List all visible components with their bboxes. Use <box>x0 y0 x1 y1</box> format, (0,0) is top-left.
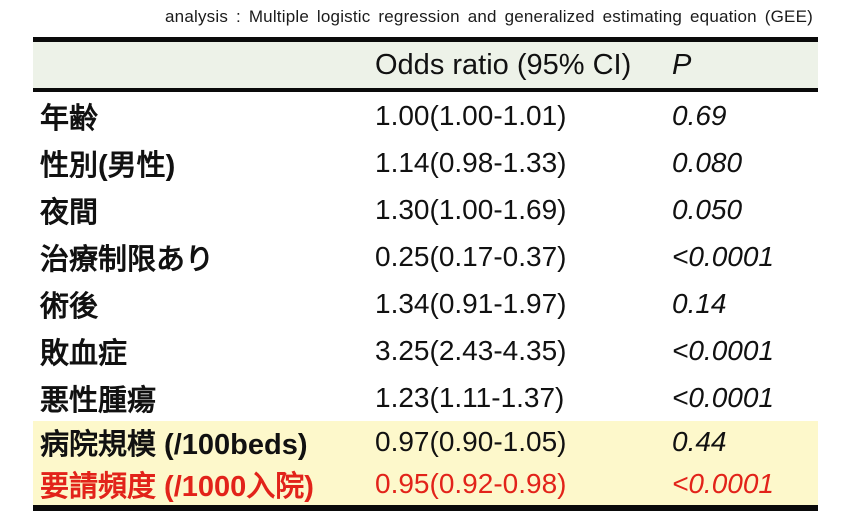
odds-ratio-cell: 1.14(0.98-1.33) <box>375 146 567 178</box>
table-header-row: Odds ratio (95% CI) P <box>33 37 818 92</box>
row-label-cell: 夜間 <box>40 196 99 229</box>
p-value-cell: 0.44 <box>672 426 727 457</box>
row-label-cell: 敗血症 <box>40 337 128 370</box>
odds-ratio-cell: 1.00(1.00-1.01) <box>375 99 567 131</box>
row-label-cell: 治療制限あり <box>40 243 215 276</box>
row-label-cell: 要請頻度 (/1000入院) <box>40 471 314 503</box>
table-row: 年齢 1.00(1.00-1.01) 0.69 <box>33 92 818 139</box>
table-row: 悪性腫瘍 1.23(1.11-1.37) <0.0001 <box>33 374 818 421</box>
p-value-cell: <0.0001 <box>672 334 774 366</box>
odds-ratio-cell: 0.97(0.90-1.05) <box>375 426 567 457</box>
row-label-cell: 性別(男性) <box>40 149 176 182</box>
regression-results-table: Odds ratio (95% CI) P 年齢 1.00(1.00-1.01)… <box>33 37 818 511</box>
table-row: 夜間 1.30(1.00-1.69) 0.050 <box>33 186 818 233</box>
p-value-cell: 0.080 <box>672 146 743 178</box>
odds-ratio-cell: 3.25(2.43-4.35) <box>375 334 567 366</box>
table-row: 性別(男性) 1.14(0.98-1.33) 0.080 <box>33 139 818 186</box>
row-label-cell: 術後 <box>40 290 99 323</box>
p-value-cell: 0.050 <box>672 193 743 225</box>
odds-ratio-cell: 1.34(0.91-1.97) <box>375 287 567 319</box>
odds-ratio-cell: 0.95(0.92-0.98) <box>375 468 567 499</box>
header-p-value-cell: P <box>672 48 692 81</box>
row-label-cell: 悪性腫瘍 <box>40 384 157 417</box>
p-value-cell: <0.0001 <box>672 240 774 272</box>
analysis-caption: analysis : Multiple logistic regression … <box>165 7 813 26</box>
p-value-cell: 0.14 <box>672 287 727 319</box>
table-row: 要請頻度 (/1000入院) 0.95(0.92-0.98) <0.0001 <box>33 463 818 505</box>
odds-ratio-cell: 1.30(1.00-1.69) <box>375 193 567 225</box>
row-label-cell: 年齢 <box>40 102 99 135</box>
odds-ratio-cell: 0.25(0.17-0.37) <box>375 240 567 272</box>
table-row: 病院規模 (/100beds) 0.97(0.90-1.05) 0.44 <box>33 421 818 463</box>
p-value-cell: <0.0001 <box>672 468 774 499</box>
p-value-cell: <0.0001 <box>672 381 774 413</box>
row-label-cell: 病院規模 (/100beds) <box>40 429 308 461</box>
odds-ratio-cell: 1.23(1.11-1.37) <box>375 381 565 413</box>
header-odds-ratio-cell: Odds ratio (95% CI) <box>375 48 632 81</box>
table-bottom-rule <box>33 505 818 511</box>
table-row: 術後 1.34(0.91-1.97) 0.14 <box>33 280 818 327</box>
table-row: 治療制限あり 0.25(0.17-0.37) <0.0001 <box>33 233 818 280</box>
table-body: 年齢 1.00(1.00-1.01) 0.69 性別(男性) 1.14(0.98… <box>33 92 818 505</box>
table-row: 敗血症 3.25(2.43-4.35) <0.0001 <box>33 327 818 374</box>
p-value-cell: 0.69 <box>672 99 727 131</box>
